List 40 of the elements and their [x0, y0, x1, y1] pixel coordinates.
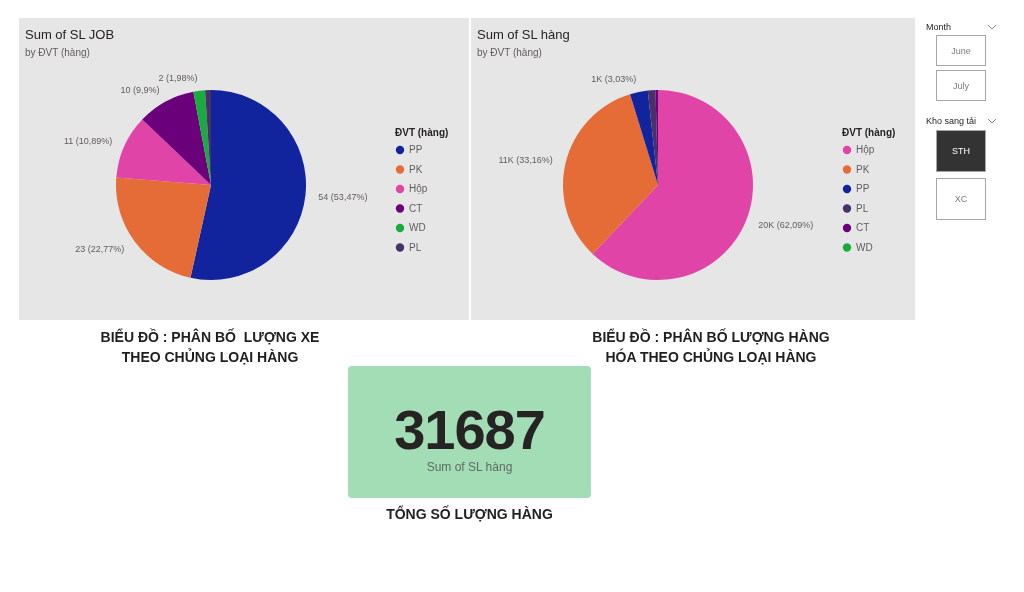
legend-label: Hộp — [409, 183, 428, 194]
legend-title: ĐVT (hàng) — [842, 127, 896, 138]
text: Sum of SL hàng — [425, 460, 514, 474]
pie-slice — [193, 90, 211, 185]
data-label: 20K (62,09%) — [758, 220, 814, 231]
data-label: 1K (3,03%) — [591, 74, 637, 85]
legend-label: WD — [409, 222, 426, 233]
legend-label: CT — [856, 222, 870, 233]
legend-label: PK — [856, 163, 870, 175]
legend-label: CT — [409, 202, 423, 214]
text: Kho sang tải — [926, 115, 977, 128]
category-label: June — [936, 35, 986, 66]
category-label: STH — [936, 130, 986, 172]
pie-slice — [116, 119, 211, 185]
legend-label: PL — [856, 202, 869, 214]
pie-slice — [190, 90, 306, 280]
legend-label: Hộp — [856, 144, 875, 155]
legend-label: PK — [409, 163, 423, 175]
data-label: 23 (22,77%) — [75, 244, 125, 255]
data-label: 11 (10,89%) — [64, 135, 113, 146]
text: BIỂU ĐỒ : PHÂN BỐ LƯỢNG HÀNG HÓA THEO CHỦNG LOẠI HÀNG — [591, 327, 831, 367]
data-label: 2 (1,98%) — [158, 72, 198, 83]
data-label: 54 (53,47%) — [318, 191, 368, 202]
chart-subtitle: by ĐVT (hàng) — [25, 47, 90, 58]
text: Month — [926, 21, 952, 34]
legend-label: WD — [856, 241, 873, 253]
chart-title: Sum of SL JOB — [25, 27, 115, 42]
chart-subtitle: by ĐVT (hàng) — [477, 47, 542, 58]
legend-label: PP — [409, 144, 423, 155]
text: BIỂU ĐỒ : PHÂN BỐ LƯỢNG XE THEO CHỦNG LOẠI HÀNG — [99, 327, 321, 367]
data-label: 31687 — [393, 398, 546, 461]
data-label: 10 (9,9%) — [120, 85, 160, 96]
text: TỔNG SỐ LƯỢNG HÀNG — [385, 504, 554, 524]
legend-title: ĐVT (hàng) — [395, 127, 449, 138]
category-label: XC — [936, 178, 986, 220]
chart-title: Sum of SL hàng — [477, 27, 570, 42]
data-label: 11K (33,16%) — [498, 155, 553, 166]
legend-label: PL — [409, 241, 422, 253]
category-label: July — [936, 70, 986, 101]
legend-label: PP — [856, 183, 870, 194]
